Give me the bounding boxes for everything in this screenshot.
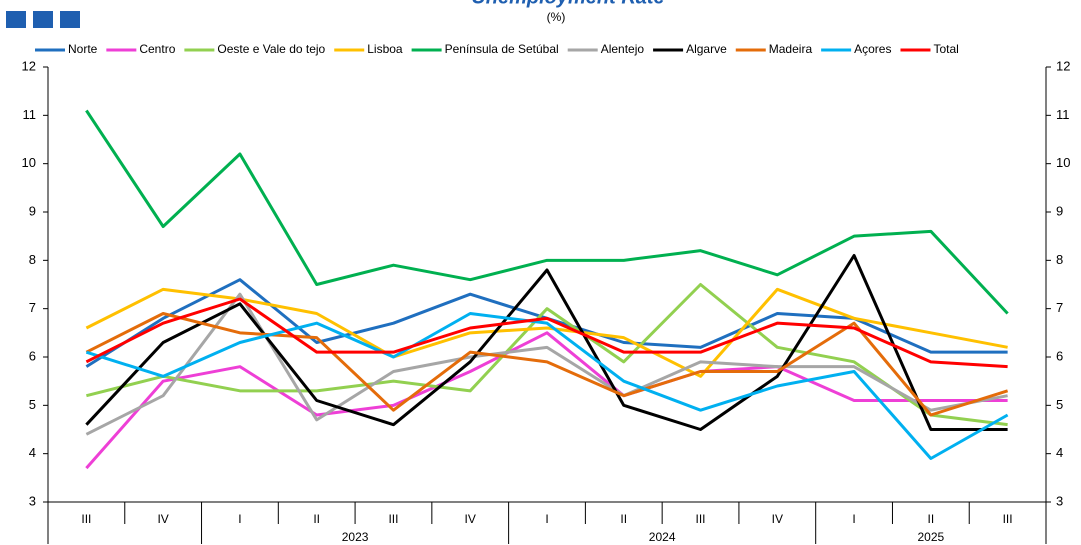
x-tick-label: II — [928, 512, 935, 526]
x-tick-label: I — [852, 512, 855, 526]
legend-label: Madeira — [769, 42, 813, 56]
y-tick-label: 6 — [29, 348, 36, 363]
chart-title: Unemployment Rate — [471, 0, 664, 8]
series-line — [85, 292, 1008, 436]
chart-subtitle: (%) — [547, 10, 566, 24]
x-tick-label: III — [81, 512, 91, 526]
year-label: 2025 — [917, 530, 944, 544]
legend-label: Lisboa — [367, 42, 403, 56]
year-label: 2023 — [342, 530, 369, 544]
year-label: 2024 — [649, 530, 676, 544]
y-tick-label: 8 — [29, 252, 36, 267]
y-tick-label: 3 — [29, 493, 36, 508]
legend-label: Península de Setúbal — [445, 42, 559, 56]
y2-tick-label: 12 — [1056, 58, 1070, 73]
x-tick-label: I — [545, 512, 548, 526]
x-tick-label: IV — [772, 512, 783, 526]
x-tick-label: IV — [465, 512, 476, 526]
legend-label: Oeste e Vale do tejo — [217, 42, 325, 56]
x-tick-label: IV — [157, 512, 168, 526]
logo-square — [6, 11, 26, 28]
series-line — [85, 331, 1008, 470]
legend-label: Alentejo — [601, 42, 645, 56]
y2-tick-label: 9 — [1056, 203, 1063, 218]
y2-tick-label: 11 — [1056, 107, 1070, 122]
x-tick-label: III — [696, 512, 706, 526]
series-line — [85, 297, 1008, 369]
x-tick-label: II — [313, 512, 320, 526]
y-tick-label: 12 — [22, 58, 36, 73]
series-line — [85, 312, 1009, 417]
series-line — [86, 283, 1008, 427]
y2-tick-label: 6 — [1056, 348, 1063, 363]
logo-square — [60, 11, 80, 28]
y2-tick-label: 10 — [1056, 155, 1070, 170]
logo-square — [33, 11, 53, 28]
y-tick-label: 11 — [23, 107, 37, 122]
y-tick-label: 5 — [29, 397, 36, 412]
legend-label: Algarve — [686, 42, 727, 56]
x-tick-label: II — [620, 512, 627, 526]
legend-label: Açores — [854, 42, 891, 56]
y-tick-label: 7 — [29, 300, 36, 315]
x-tick-label: I — [238, 512, 241, 526]
legend-label: Norte — [68, 42, 98, 56]
y2-tick-label: 3 — [1056, 493, 1063, 508]
y-tick-label: 4 — [29, 445, 36, 460]
y2-tick-label: 5 — [1056, 397, 1063, 412]
x-tick-label: III — [1003, 512, 1013, 526]
y-tick-label: 9 — [29, 203, 36, 218]
series-line — [85, 312, 1009, 460]
y-tick-label: 10 — [22, 155, 36, 170]
series-line — [85, 109, 1009, 315]
y2-tick-label: 7 — [1056, 300, 1063, 315]
y2-tick-label: 8 — [1056, 252, 1063, 267]
legend-label: Centro — [139, 42, 175, 56]
y2-tick-label: 4 — [1056, 445, 1063, 460]
legend-label: Total — [933, 42, 958, 56]
x-tick-label: III — [388, 512, 398, 526]
series-line — [85, 254, 1008, 431]
